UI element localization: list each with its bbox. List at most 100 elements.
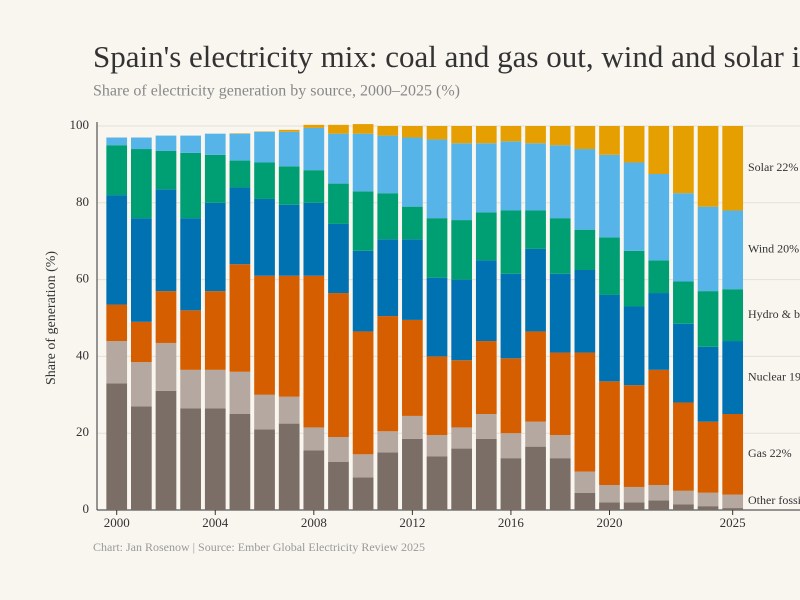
bar-segment [131,362,152,407]
y-tick-label: 60 [76,271,89,286]
end-label: Wind 20% [748,242,799,256]
bar-segment [254,275,275,395]
bar-segment [599,381,620,486]
x-tick-label: 2025 [720,515,746,530]
bar-segment [204,369,226,409]
bar-segment [574,126,596,150]
bar-segment [303,202,325,276]
bar-segment [673,504,694,510]
bar-segment [106,195,128,305]
bar-segment [648,485,670,501]
bar-segment [722,289,744,342]
bar-segment [426,277,448,357]
bar-segment [623,162,645,251]
bar-segment [377,193,399,240]
bar-segment [106,137,128,146]
bar-segment [475,212,497,261]
bar-segment [525,248,546,332]
bar-segment [303,124,325,128]
bar-segment [278,423,300,510]
bar-segment [599,154,620,238]
bar-segment [451,220,473,280]
bar-segment [475,438,497,510]
bar-segment [426,356,448,436]
bar-segment [278,275,300,397]
bar-segment [599,237,620,295]
bar-segment [328,437,349,462]
bar-segment [525,446,546,510]
bar-segment [229,371,251,414]
bar-segment [131,321,152,363]
bar-segment [475,143,497,213]
bar-segment [697,506,719,510]
bar-segment [303,127,325,171]
bar-segment [500,141,522,211]
bar-segment [180,218,201,311]
bar-segment [402,126,423,138]
x-tick-label: 2016 [498,515,525,530]
bar-segment [549,126,571,146]
bar-segment [574,352,596,472]
bar-segment [352,454,374,478]
bar-segment [180,310,201,370]
bar-segment [106,304,128,342]
bar-segment [475,260,497,342]
bar-segment [525,143,546,211]
bar-segment [697,492,719,507]
bar-segment [426,456,448,510]
bar-segment [599,294,620,382]
bar-segment [475,341,497,414]
bar-segment [648,126,670,174]
bar-segment [697,346,719,422]
y-tick-label: 0 [83,501,90,516]
bar-segment [549,218,571,274]
bar-segment [155,189,177,292]
bar-segment [328,133,349,184]
end-label: Other fossil [748,493,800,507]
bar-segment [328,124,349,134]
bar-segment [254,198,275,276]
bar-segment [549,352,571,436]
bar-segment [377,135,399,194]
end-label: Nuclear 19 [748,369,800,383]
bar-segment [402,239,423,320]
bar-segment [328,223,349,294]
bar-segment [377,239,399,317]
bar-segment [697,206,719,292]
bar-segment [525,421,546,447]
bar-segment [549,145,571,219]
bar-segment [426,139,448,219]
bar-segment [106,383,128,510]
bar-segment [278,129,300,132]
bar-segment [155,390,177,510]
bar-segment [352,133,374,192]
bar-segment [549,435,571,459]
bar-segment [673,490,694,505]
caption: Chart: Jan Rosenow | Source: Ember Globa… [93,540,425,554]
bar-segment [254,131,275,163]
bar-segment [500,433,522,459]
bar-segment [402,137,423,207]
bar-segment [426,126,448,140]
x-tick-label: 2004 [202,515,229,530]
bar-segment [574,270,596,353]
bar-segment [697,126,719,207]
bar-segment [549,273,571,353]
bar-segment [352,191,374,251]
bar-segment [673,323,694,403]
bar-segment [229,414,251,510]
bar-segment [180,369,201,409]
bar-segment [623,486,645,503]
bar-segment [648,260,670,294]
bar-segment [574,149,596,230]
bar-segment [500,458,522,510]
bar-segment [451,448,473,510]
bar-segment [402,206,423,240]
bar-segment [229,133,251,161]
x-tick-label: 2000 [104,515,130,530]
bar-segment [204,154,226,203]
bar-segment [328,293,349,438]
bar-segment [131,218,152,322]
bar-segment [722,210,744,290]
bar-segment [599,126,620,155]
